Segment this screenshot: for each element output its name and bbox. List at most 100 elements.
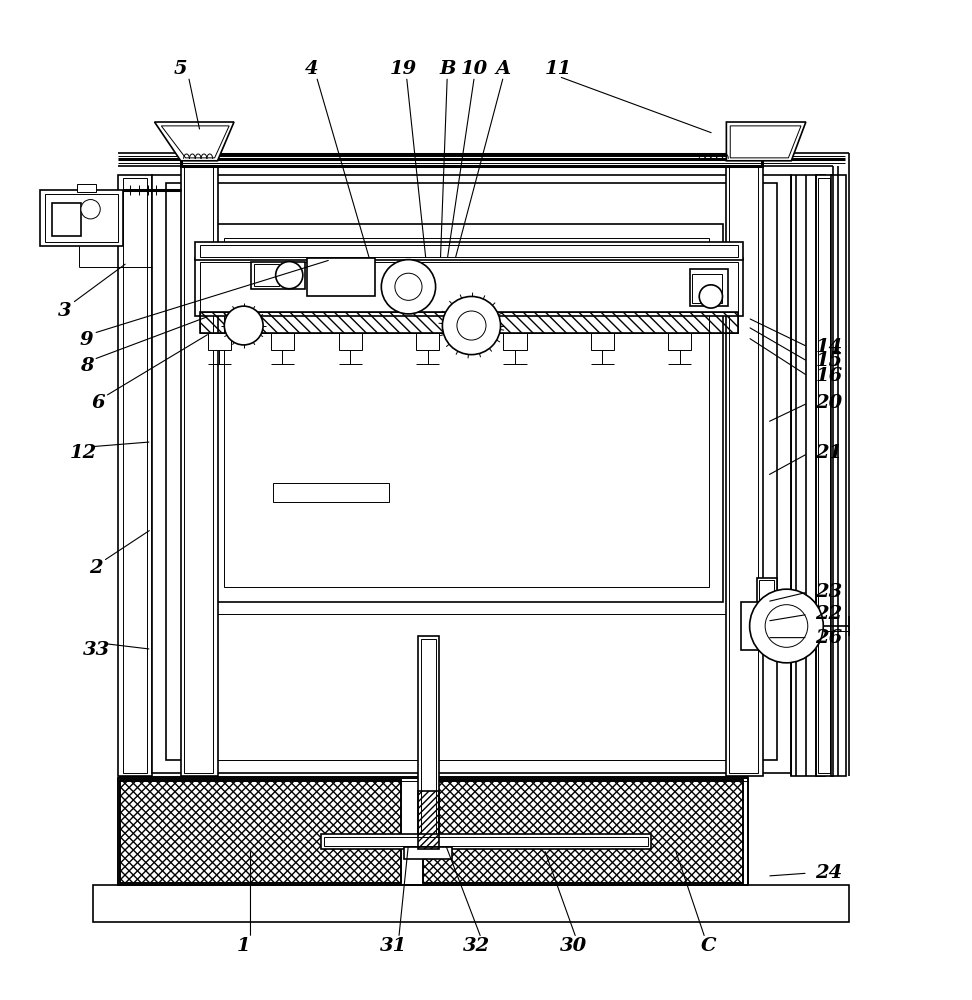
Bar <box>166 183 777 760</box>
Text: 8: 8 <box>80 357 93 375</box>
Bar <box>741 602 760 650</box>
Bar <box>726 161 763 776</box>
Bar <box>689 269 728 306</box>
Text: 23: 23 <box>816 583 843 601</box>
Polygon shape <box>730 126 801 158</box>
Bar <box>255 264 279 286</box>
Text: 20: 20 <box>816 394 843 412</box>
Bar <box>791 175 825 776</box>
Bar <box>195 242 743 260</box>
Bar <box>181 161 218 776</box>
Text: C: C <box>701 937 716 955</box>
Bar <box>118 175 152 776</box>
Bar <box>200 312 738 333</box>
Bar <box>200 245 738 257</box>
Text: 3: 3 <box>57 302 71 320</box>
Circle shape <box>225 306 263 345</box>
Bar <box>338 333 362 350</box>
Bar <box>45 194 118 242</box>
Text: 22: 22 <box>816 605 843 623</box>
Bar <box>757 578 777 616</box>
Polygon shape <box>161 126 229 158</box>
Bar <box>729 164 758 773</box>
Bar <box>40 190 122 246</box>
Text: 1: 1 <box>237 937 251 955</box>
Bar <box>52 203 81 236</box>
Bar <box>418 791 439 849</box>
Circle shape <box>81 200 100 219</box>
Bar <box>818 178 830 773</box>
Circle shape <box>699 285 722 308</box>
Text: 11: 11 <box>545 60 573 78</box>
Bar <box>418 791 439 849</box>
Circle shape <box>749 589 823 663</box>
Bar <box>122 178 147 773</box>
Bar <box>307 258 374 296</box>
Bar <box>93 885 850 922</box>
Text: 32: 32 <box>463 937 490 955</box>
Bar <box>120 780 400 883</box>
Text: 6: 6 <box>91 394 105 412</box>
Bar <box>200 312 738 333</box>
Bar <box>831 175 846 776</box>
Bar <box>225 238 709 587</box>
Bar <box>759 580 774 613</box>
Text: 33: 33 <box>83 641 110 659</box>
Bar <box>403 847 452 859</box>
Polygon shape <box>726 122 806 161</box>
Bar <box>321 834 651 849</box>
Circle shape <box>276 262 303 289</box>
Bar <box>118 778 747 885</box>
Bar <box>252 262 305 289</box>
Bar <box>200 262 738 312</box>
Bar <box>181 154 762 166</box>
Text: 5: 5 <box>174 60 188 78</box>
Bar <box>120 780 400 883</box>
Bar <box>195 258 743 316</box>
Bar <box>210 224 723 602</box>
Circle shape <box>395 273 422 300</box>
Circle shape <box>381 260 435 314</box>
Text: 15: 15 <box>816 352 843 370</box>
Bar <box>816 175 833 776</box>
Text: 24: 24 <box>816 864 843 882</box>
Bar <box>271 333 295 350</box>
Bar <box>184 164 213 773</box>
Bar <box>503 333 527 350</box>
Bar <box>120 780 746 883</box>
Text: 31: 31 <box>380 937 407 955</box>
Text: A: A <box>496 60 511 78</box>
Circle shape <box>442 296 501 355</box>
Text: 19: 19 <box>390 60 417 78</box>
Circle shape <box>765 605 808 647</box>
Text: 2: 2 <box>89 559 103 577</box>
Text: 14: 14 <box>816 338 843 356</box>
Text: 21: 21 <box>816 444 843 462</box>
Bar <box>423 780 743 883</box>
Bar <box>423 780 743 883</box>
Text: 10: 10 <box>461 60 488 78</box>
Bar <box>591 333 614 350</box>
Bar <box>181 614 762 760</box>
Bar <box>668 333 691 350</box>
Text: 26: 26 <box>816 629 843 647</box>
Text: 9: 9 <box>80 331 93 349</box>
Circle shape <box>457 311 486 340</box>
Bar <box>273 483 389 502</box>
Bar <box>692 274 721 303</box>
Text: 16: 16 <box>816 367 843 385</box>
Bar <box>208 333 231 350</box>
Bar <box>152 175 791 773</box>
Bar <box>118 778 747 885</box>
Bar <box>200 312 738 333</box>
Bar <box>324 837 648 846</box>
Bar <box>77 184 96 192</box>
Polygon shape <box>155 122 234 161</box>
Text: 12: 12 <box>70 444 97 462</box>
Text: B: B <box>439 60 456 78</box>
Text: 30: 30 <box>560 937 587 955</box>
Text: 4: 4 <box>305 60 319 78</box>
Bar <box>416 333 439 350</box>
Bar <box>421 639 435 846</box>
Bar <box>418 636 439 849</box>
